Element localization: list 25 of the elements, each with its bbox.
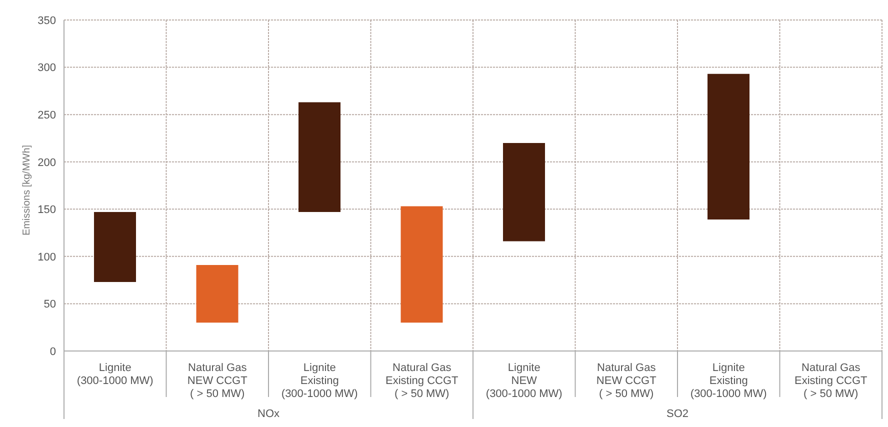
bar [298,102,340,212]
x-tick-label: Lignite Existing (300-1000 MW) [690,362,767,400]
bar [196,264,238,323]
y-axis-title: Emissions [kg/MWh] [22,144,33,236]
y-tick-label: 250 [38,109,56,122]
y-tick-label: 350 [38,14,56,27]
bar [94,212,136,282]
y-tick-label: 0 [50,346,56,358]
x-tick-label: Natural Gas Existing CCGT ( > 50 MW) [794,362,868,400]
x-tick-label: Lignite Existing (300-1000 MW) [281,362,358,400]
x-tick-label: Lignite NEW (300-1000 MW) [486,362,562,400]
x-tick-label: Natural Gas NEW CCGT ( > 50 MW) [187,362,248,400]
x-tick-label: Natural Gas NEW CCGT ( > 50 MW) [596,362,657,400]
text: NOx [258,408,280,420]
x-tick-label: Lignite (300-1000 MW) [76,362,154,387]
x-tick-label: Natural Gas Existing CCGT ( > 50 MW) [386,362,459,400]
y-tick-label: 300 [38,62,56,74]
y-tick-label: 200 [38,156,56,169]
text: SO2 [666,408,689,420]
y-tick-label: 100 [38,251,56,264]
y-tick-label: 50 [44,298,56,311]
bar [708,74,750,220]
bar [503,142,545,242]
y-tick-label: 150 [38,204,56,216]
bar [400,206,443,323]
